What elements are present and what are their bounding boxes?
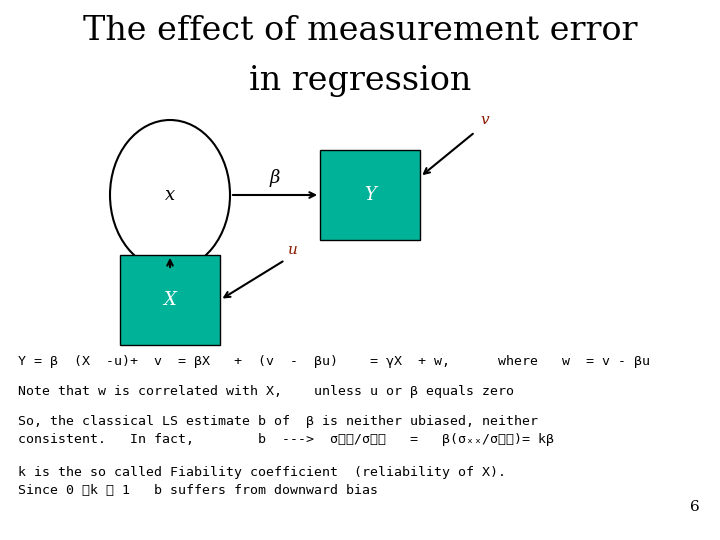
- Text: X: X: [163, 291, 176, 309]
- Text: So, the classical LS estimate b of  β is neither ubiased, neither: So, the classical LS estimate b of β is …: [18, 415, 538, 428]
- Bar: [320, 150, 420, 240]
- Bar: [120, 255, 220, 345]
- Text: u: u: [288, 243, 298, 257]
- Text: k is the so called Fiability coefficient  (reliability of X).: k is the so called Fiability coefficient…: [18, 466, 506, 479]
- Text: x: x: [165, 186, 175, 204]
- Text: consistent.   In fact,        b  --->  σᵧᵧ/σᵡᵡ   =   β(σₓₓ/σᵡᵡ)= kβ: consistent. In fact, b ---> σᵧᵧ/σᵡᵡ = β(…: [18, 433, 554, 446]
- Text: The effect of measurement error: The effect of measurement error: [83, 15, 637, 47]
- Text: in regression: in regression: [249, 65, 471, 97]
- Text: Since 0 ⋬k ⋬ 1   b suffers from downward bias: Since 0 ⋬k ⋬ 1 b suffers from downward b…: [18, 484, 378, 497]
- Text: v: v: [480, 113, 489, 127]
- Text: β: β: [270, 169, 280, 187]
- Text: Y = β  (X  -u)+  v  = βX   +  (v  -  βu)    = γX  + w,      where   w  = v - βu: Y = β (X -u)+ v = βX + (v - βu) = γX + w…: [18, 355, 650, 368]
- Text: 6: 6: [690, 500, 700, 514]
- Text: Note that w is correlated with X,    unless u or β equals zero: Note that w is correlated with X, unless…: [18, 385, 514, 398]
- Text: Y: Y: [364, 186, 376, 204]
